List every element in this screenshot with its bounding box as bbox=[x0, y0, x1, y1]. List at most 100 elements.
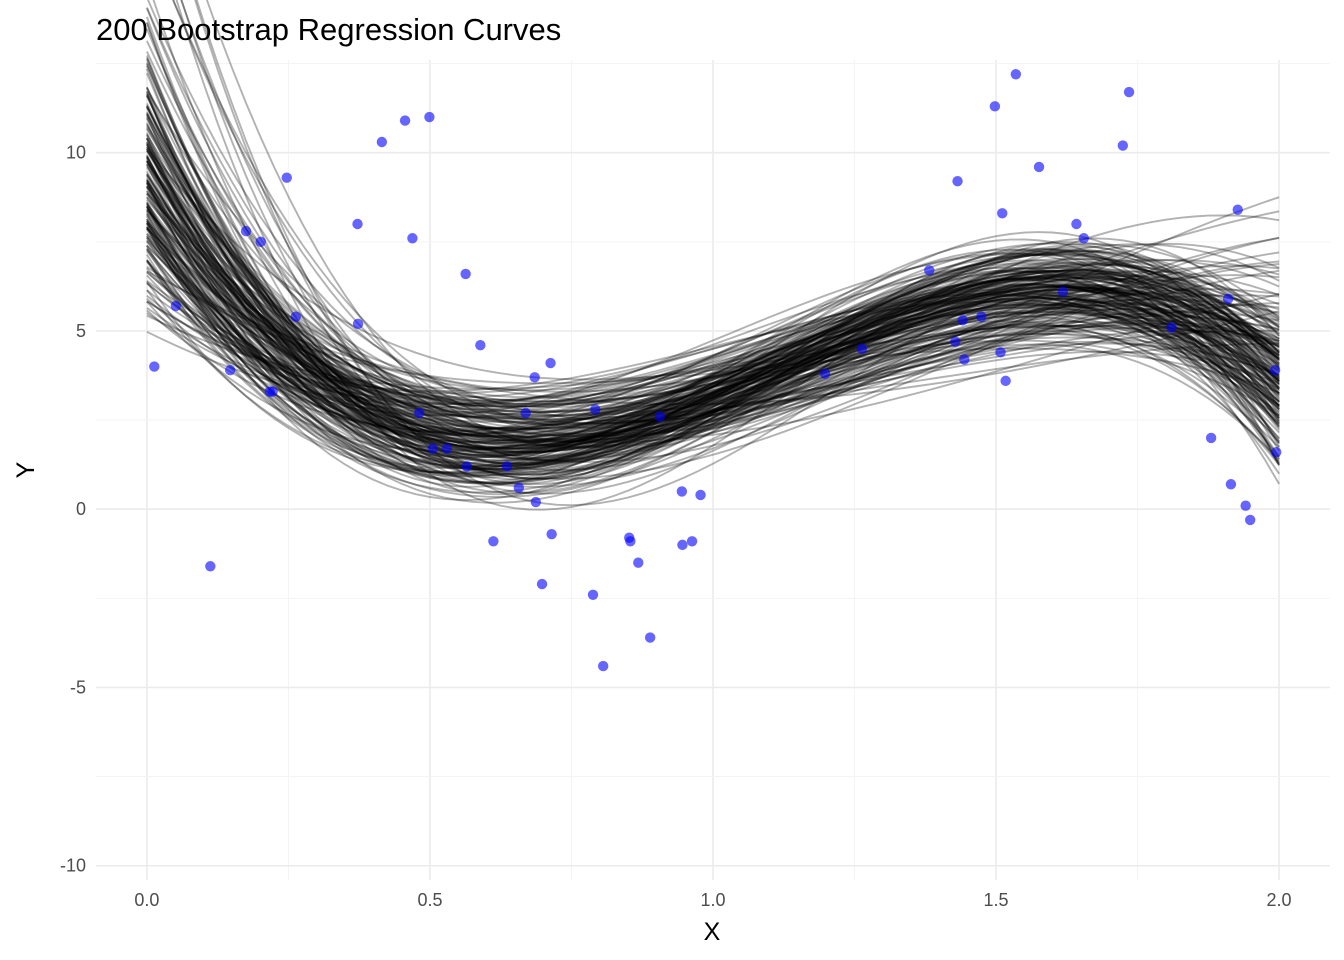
data-point bbox=[625, 536, 636, 547]
data-point bbox=[530, 496, 542, 508]
bootstrap-curve bbox=[146, 245, 1280, 417]
bootstrap-curve bbox=[146, 277, 1280, 406]
bootstrap-curve bbox=[146, 185, 1280, 449]
data-point bbox=[989, 101, 1001, 112]
bootstrap-curve bbox=[146, 146, 1280, 466]
bootstrap-curve bbox=[146, 118, 1280, 448]
bootstrap-curve bbox=[146, 218, 1280, 464]
bootstrap-curve bbox=[146, 268, 1280, 453]
bootstrap-curve bbox=[146, 157, 1280, 455]
bootstrap-curve bbox=[146, 92, 1280, 453]
data-point bbox=[976, 311, 987, 322]
bootstrap-curve bbox=[146, 161, 1280, 454]
bootstrap-curve bbox=[146, 122, 1280, 460]
x-axis-label: X bbox=[704, 918, 721, 946]
data-point bbox=[427, 443, 439, 454]
data-point bbox=[686, 536, 698, 547]
bootstrap-curve bbox=[146, 227, 1280, 443]
bootstrap-curve bbox=[146, 174, 1280, 439]
bootstrap-curve bbox=[146, 300, 1280, 401]
bootstrap-curve bbox=[146, 245, 1280, 475]
bootstrap-curve bbox=[146, 223, 1280, 477]
bootstrap-curve bbox=[146, 7, 1280, 475]
x-tick-label: 2.0 bbox=[1267, 890, 1292, 910]
bootstrap-curve bbox=[146, 209, 1280, 421]
bootstrap-curve bbox=[146, 183, 1280, 457]
bootstrap-curve bbox=[146, 173, 1280, 462]
data-point bbox=[149, 361, 160, 372]
bootstrap-curve bbox=[146, 260, 1280, 437]
bootstrap-curve bbox=[146, 220, 1280, 425]
bootstrap-curve bbox=[146, 106, 1280, 439]
data-point bbox=[441, 443, 453, 454]
data-point bbox=[460, 268, 471, 280]
bootstrap-curve bbox=[146, 253, 1280, 434]
bootstrap-curve bbox=[146, 143, 1280, 488]
bootstrap-curve bbox=[146, 213, 1280, 470]
bootstrap-curve bbox=[146, 51, 1280, 440]
bootstrap-curve bbox=[146, 206, 1280, 411]
bootstrap-curve bbox=[146, 266, 1280, 394]
bootstrap-curve bbox=[146, 7, 1280, 448]
bootstrap-curve bbox=[146, 186, 1280, 467]
bootstrap-curve bbox=[146, 28, 1280, 452]
data-point bbox=[546, 528, 557, 540]
data-point bbox=[1071, 218, 1082, 230]
bootstrap-curve bbox=[146, 16, 1280, 495]
bootstrap-curve bbox=[146, 185, 1280, 441]
data-point bbox=[590, 404, 601, 415]
bootstrap-curve bbox=[146, 226, 1280, 437]
bootstrap-curve bbox=[146, 202, 1280, 443]
bootstrap-curve bbox=[152, 0, 1280, 486]
bootstrap-curve bbox=[146, 158, 1280, 483]
bootstrap-curve bbox=[146, 237, 1280, 439]
bootstrap-curve bbox=[146, 163, 1280, 504]
chart-title: 200 Bootstrap Regression Curves bbox=[96, 12, 561, 47]
data-point bbox=[224, 364, 236, 376]
bootstrap-curve bbox=[146, 63, 1280, 449]
bootstrap-curve bbox=[146, 160, 1280, 403]
bootstrap-curve bbox=[146, 193, 1280, 392]
bootstrap-curve bbox=[146, 58, 1280, 466]
bootstrap-curve bbox=[146, 179, 1280, 442]
bootstrap-curve bbox=[146, 105, 1280, 466]
bootstrap-curve bbox=[146, 128, 1280, 426]
bootstrap-curve bbox=[146, 166, 1280, 443]
bootstrap-curve bbox=[172, 0, 1280, 436]
data-point bbox=[281, 172, 292, 183]
bootstrap-curve bbox=[146, 154, 1280, 471]
data-point bbox=[290, 311, 302, 322]
data-point bbox=[1222, 293, 1234, 305]
bootstrap-curve bbox=[146, 250, 1280, 435]
data-points bbox=[149, 69, 1282, 672]
bootstrap-curve bbox=[146, 111, 1280, 443]
bootstrap-curve bbox=[146, 226, 1280, 494]
bootstrap-curve bbox=[146, 240, 1280, 436]
bootstrap-curve bbox=[146, 175, 1280, 445]
x-tick-label: 1.5 bbox=[984, 890, 1009, 910]
bootstrap-curve bbox=[146, 150, 1280, 439]
bootstrap-curve bbox=[146, 156, 1280, 488]
bootstrap-curve bbox=[146, 164, 1280, 430]
y-tick-label: -10 bbox=[60, 856, 86, 876]
bootstrap-curve bbox=[146, 142, 1280, 425]
data-point bbox=[536, 578, 548, 590]
bootstrap-curve bbox=[146, 205, 1280, 465]
y-tick-label: -5 bbox=[70, 677, 86, 697]
bootstrap-curve bbox=[146, 248, 1280, 431]
data-point bbox=[170, 300, 182, 312]
data-point bbox=[488, 536, 499, 547]
bootstrap-curve bbox=[146, 149, 1280, 449]
bootstrap-curve bbox=[195, 0, 1280, 507]
bootstrap-curve bbox=[172, 0, 1280, 429]
data-point bbox=[1078, 233, 1089, 244]
bootstrap-curve bbox=[146, 113, 1280, 455]
data-point bbox=[952, 176, 963, 187]
bootstrap-curve bbox=[146, 239, 1280, 418]
bootstrap-curve bbox=[146, 181, 1280, 462]
data-point bbox=[255, 236, 266, 248]
bootstrap-curve bbox=[146, 206, 1280, 479]
data-point bbox=[1269, 364, 1281, 376]
data-point bbox=[267, 386, 278, 397]
bootstrap-curve bbox=[205, 0, 1280, 449]
